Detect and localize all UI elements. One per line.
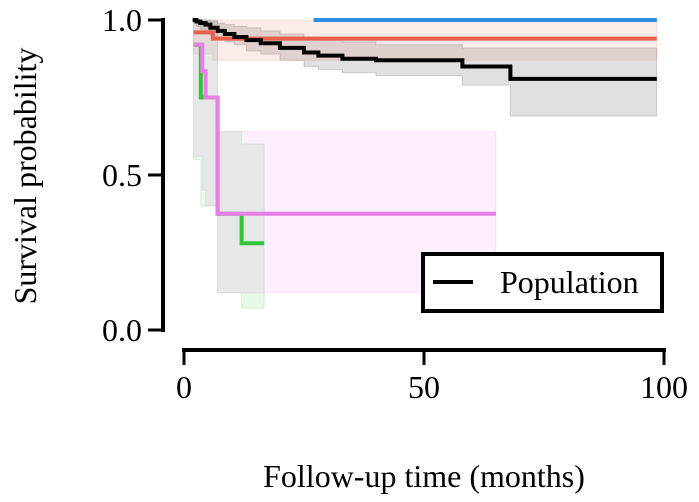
confidence-bands: [192, 19, 658, 309]
axis-ticks: 0.0 0.5 1.0 0 50 100: [102, 2, 688, 405]
y-tick-label: 0.5: [102, 157, 142, 193]
survival-curve-series-0: [192, 18, 657, 81]
survival-curve-series-4: [193, 42, 496, 216]
survival-curves: [192, 18, 657, 246]
y-axis-title: Survival probability: [7, 48, 43, 305]
ci-band-series-4: [193, 19, 497, 294]
survival-curve-series-2: [193, 30, 657, 41]
x-axis-title: Follow-up time (months): [263, 458, 585, 494]
x-tick-label: 50: [408, 369, 440, 405]
y-tick-label: 0.0: [102, 312, 142, 348]
x-tick-label: 100: [640, 369, 688, 405]
y-tick-label: 1.0: [102, 2, 142, 38]
x-tick-label: 0: [176, 369, 192, 405]
ci-band-series-3: [193, 19, 265, 309]
legend-label-population: Population: [500, 264, 639, 300]
legend: Population: [421, 252, 664, 313]
